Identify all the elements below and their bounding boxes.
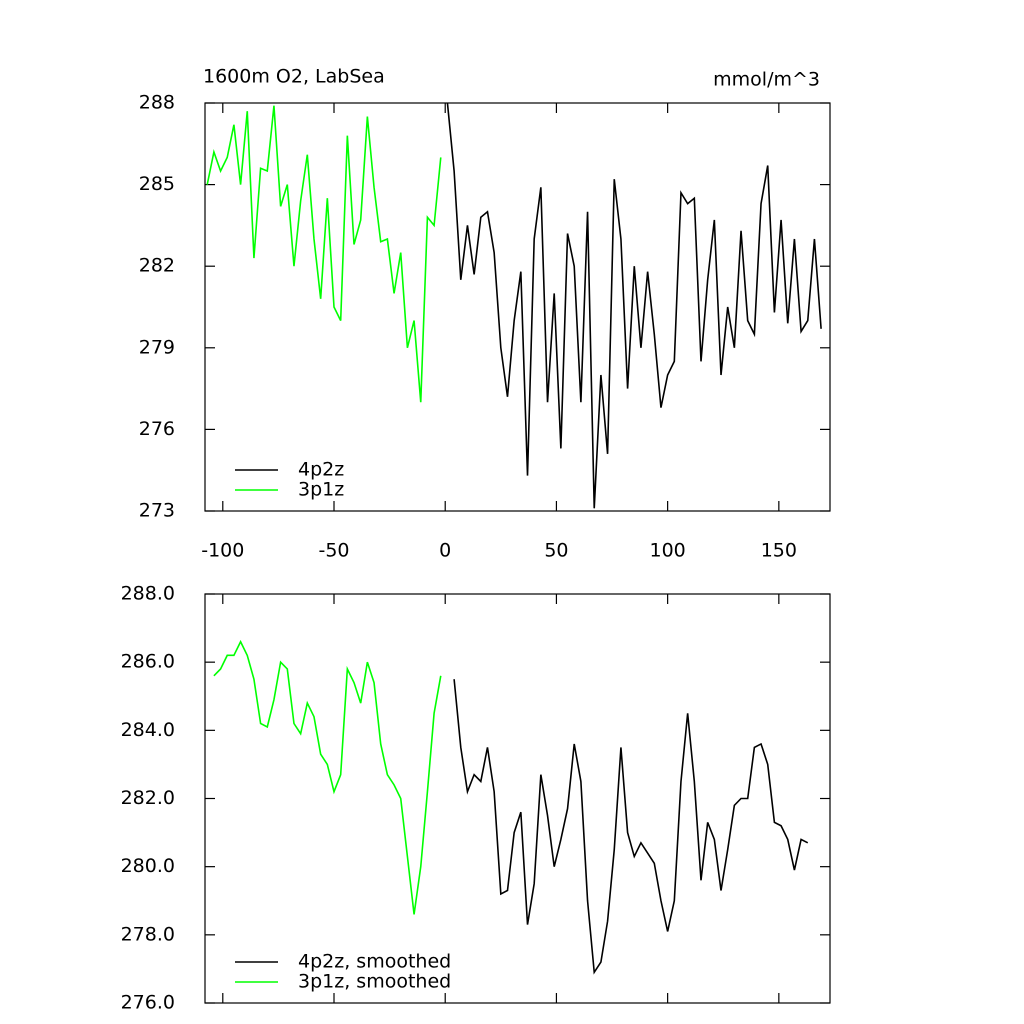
x-tick-label: -100 — [201, 540, 244, 562]
y-tick-label: 273 — [139, 500, 175, 522]
y-tick-label: 286.0 — [121, 651, 175, 673]
y-tick-label: 288.0 — [121, 583, 175, 605]
series-line — [213, 639, 442, 915]
y-tick-label: 284.0 — [121, 719, 175, 741]
legend-label: 3p1z, smoothed — [298, 971, 451, 993]
y-tick-label: 288 — [139, 92, 175, 114]
x-tick-label: -50 — [318, 540, 349, 562]
legend-label: 3p1z — [298, 479, 344, 501]
plot-frame — [204, 593, 831, 1004]
y-tick-label: 276.0 — [121, 992, 175, 1014]
series-line — [446, 102, 822, 509]
x-tick-label: 100 — [650, 540, 686, 562]
y-tick-label: 285 — [139, 173, 175, 195]
series-line — [453, 679, 809, 975]
x-tick-label: 0 — [439, 540, 451, 562]
y-tick-label: 282 — [139, 255, 175, 277]
legend-label: 4p2z, smoothed — [298, 951, 451, 973]
y-tick-label: 276 — [139, 418, 175, 440]
y-tick-label: 278.0 — [121, 923, 175, 945]
x-tick-label: 150 — [761, 540, 797, 562]
y-tick-label: 280.0 — [121, 855, 175, 877]
series-line — [206, 105, 442, 403]
y-tick-label: 279 — [139, 336, 175, 358]
y-tick-label: 282.0 — [121, 787, 175, 809]
plot-frame — [204, 102, 831, 512]
x-tick-label: 50 — [544, 540, 568, 562]
legend-label: 4p2z — [298, 459, 344, 481]
units-label: mmol/m^3 — [713, 69, 820, 91]
chart-title: 1600m O2, LabSea — [203, 66, 385, 88]
